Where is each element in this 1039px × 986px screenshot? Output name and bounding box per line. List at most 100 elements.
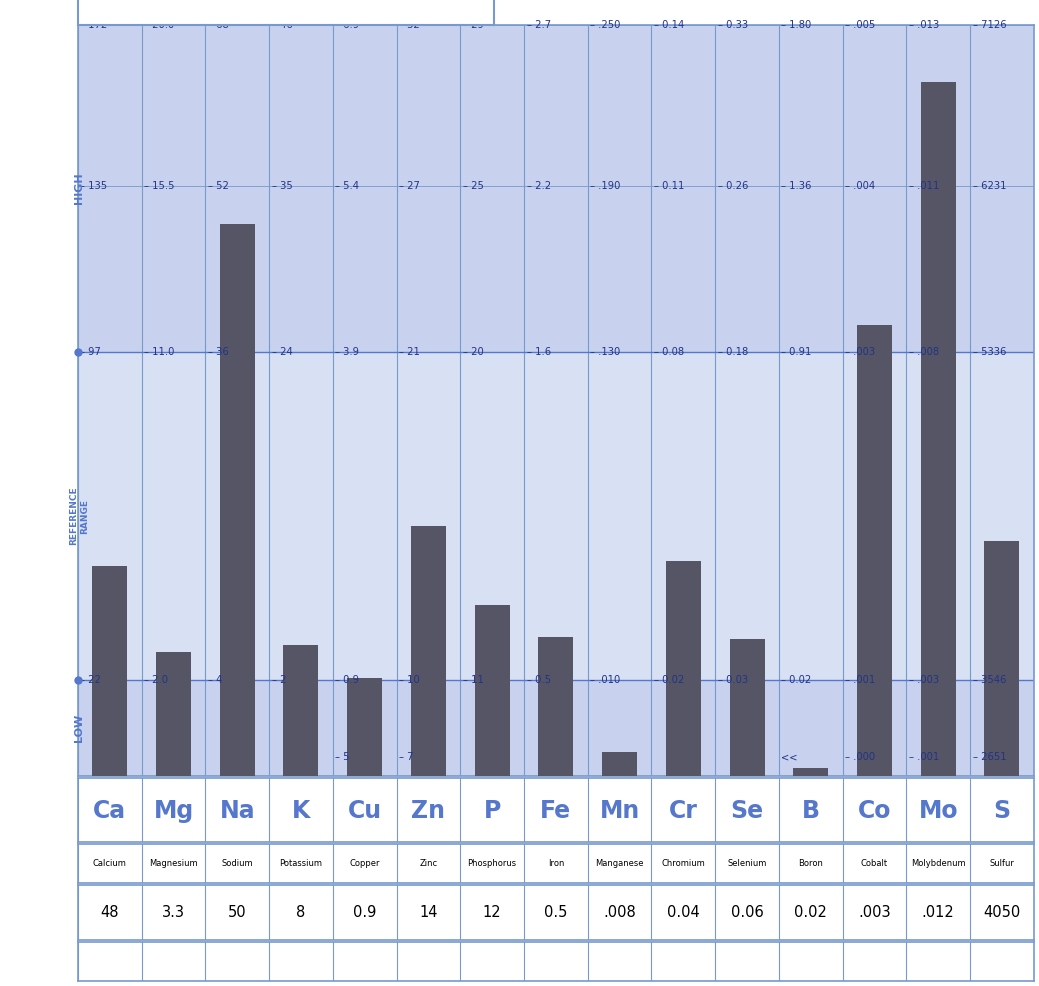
Text: – 0.91: – 0.91 <box>781 347 811 357</box>
Text: 12: 12 <box>483 905 502 920</box>
Text: – 29: – 29 <box>462 20 484 30</box>
Text: 0.5: 0.5 <box>544 905 567 920</box>
Text: S: S <box>993 800 1011 823</box>
Text: Se: Se <box>730 800 764 823</box>
Text: – 5.4: – 5.4 <box>336 181 359 191</box>
Text: – 1.36: – 1.36 <box>781 181 811 191</box>
Text: Selenium: Selenium <box>727 859 767 869</box>
Text: .012: .012 <box>922 905 955 920</box>
Text: 14: 14 <box>419 905 437 920</box>
Text: – 1.80: – 1.80 <box>781 20 811 30</box>
Text: Cu: Cu <box>348 800 381 823</box>
Text: 0.02: 0.02 <box>795 905 827 920</box>
Text: – 5336: – 5336 <box>973 347 1006 357</box>
Text: – 3546: – 3546 <box>973 674 1006 685</box>
Text: – 135: – 135 <box>80 181 108 191</box>
Text: – 0.02: – 0.02 <box>781 674 811 685</box>
Text: – 36: – 36 <box>208 347 229 357</box>
Bar <box>410 526 446 776</box>
Text: – 25: – 25 <box>462 181 484 191</box>
Text: Cobalt: Cobalt <box>861 859 888 869</box>
Text: – 0.03: – 0.03 <box>718 674 748 685</box>
Text: 0.04: 0.04 <box>667 905 699 920</box>
Text: Manganese: Manganese <box>595 859 644 869</box>
Text: – .250: – .250 <box>590 20 620 30</box>
Text: Sodium: Sodium <box>221 859 254 869</box>
Text: Fe: Fe <box>540 800 571 823</box>
Text: – .190: – .190 <box>590 181 620 191</box>
Text: Magnesium: Magnesium <box>150 859 197 869</box>
Text: 0.9: 0.9 <box>353 905 376 920</box>
Text: HIGH: HIGH <box>74 173 84 204</box>
Text: Sulfur: Sulfur <box>989 859 1014 869</box>
Text: – 24: – 24 <box>271 347 292 357</box>
Text: P: P <box>483 800 501 823</box>
Text: REFERENCE
RANGE: REFERENCE RANGE <box>70 487 89 545</box>
Text: Zinc: Zinc <box>420 859 437 869</box>
Text: – 0.08: – 0.08 <box>654 347 684 357</box>
Bar <box>284 645 319 776</box>
Text: 4050: 4050 <box>983 905 1020 920</box>
Text: Mg: Mg <box>154 800 193 823</box>
Text: B: B <box>802 800 820 823</box>
Bar <box>602 752 637 776</box>
Text: – .000: – .000 <box>845 752 875 762</box>
Text: – .003: – .003 <box>909 674 939 685</box>
Text: Iron: Iron <box>548 859 564 869</box>
Text: – 32: – 32 <box>399 20 420 30</box>
Bar <box>92 566 128 776</box>
Text: 48: 48 <box>101 905 119 920</box>
Text: LOW: LOW <box>74 714 84 742</box>
Text: Ca: Ca <box>94 800 127 823</box>
Text: 3.3: 3.3 <box>162 905 185 920</box>
Bar <box>538 637 574 776</box>
Text: – 2.0: – 2.0 <box>144 674 168 685</box>
Text: NUTRITIONAL  ELEMENTS: NUTRITIONAL ELEMENTS <box>95 0 391 4</box>
Text: .008: .008 <box>604 905 636 920</box>
Text: – 7126: – 7126 <box>973 20 1006 30</box>
Text: Copper: Copper <box>349 859 380 869</box>
Bar <box>475 605 510 776</box>
Text: Mn: Mn <box>600 800 640 823</box>
Text: Mo: Mo <box>918 800 958 823</box>
Text: – 22: – 22 <box>80 674 102 685</box>
Bar <box>347 678 382 776</box>
Text: – 1.6: – 1.6 <box>527 347 551 357</box>
Text: – .010: – .010 <box>590 674 620 685</box>
Text: – 21: – 21 <box>399 347 420 357</box>
Text: – .130: – .130 <box>590 347 620 357</box>
Text: – 0.9: – 0.9 <box>336 674 359 685</box>
Text: – .005: – .005 <box>845 20 876 30</box>
Text: – .013: – .013 <box>909 20 939 30</box>
Text: Chromium: Chromium <box>662 859 705 869</box>
Text: .003: .003 <box>858 905 890 920</box>
Text: – 6.9: – 6.9 <box>336 20 359 30</box>
Text: – .011: – .011 <box>909 181 939 191</box>
Text: 50: 50 <box>228 905 246 920</box>
Text: – 20.0: – 20.0 <box>144 20 175 30</box>
Text: – 46: – 46 <box>271 20 292 30</box>
Text: Phosphorus: Phosphorus <box>468 859 516 869</box>
Text: – .001: – .001 <box>909 752 939 762</box>
Text: – 68: – 68 <box>208 20 229 30</box>
Text: – .003: – .003 <box>845 347 875 357</box>
Text: – 5: – 5 <box>336 752 350 762</box>
Text: – 0.26: – 0.26 <box>718 181 748 191</box>
Text: – 172: – 172 <box>80 20 108 30</box>
Text: – 0.33: – 0.33 <box>718 20 748 30</box>
Text: – 20: – 20 <box>462 347 483 357</box>
Text: Cr: Cr <box>669 800 698 823</box>
Text: Co: Co <box>858 800 891 823</box>
Text: – 6231: – 6231 <box>973 181 1006 191</box>
Text: – 2.2: – 2.2 <box>527 181 551 191</box>
Text: – 15.5: – 15.5 <box>144 181 175 191</box>
Text: – 11.0: – 11.0 <box>144 347 175 357</box>
Text: – 52: – 52 <box>208 181 229 191</box>
Text: Potassium: Potassium <box>279 859 322 869</box>
Text: – .008: – .008 <box>909 347 939 357</box>
Text: Boron: Boron <box>798 859 823 869</box>
Text: – .004: – .004 <box>845 181 875 191</box>
Text: – 0.18: – 0.18 <box>718 347 748 357</box>
Bar <box>78 25 1034 352</box>
Bar <box>666 561 701 776</box>
